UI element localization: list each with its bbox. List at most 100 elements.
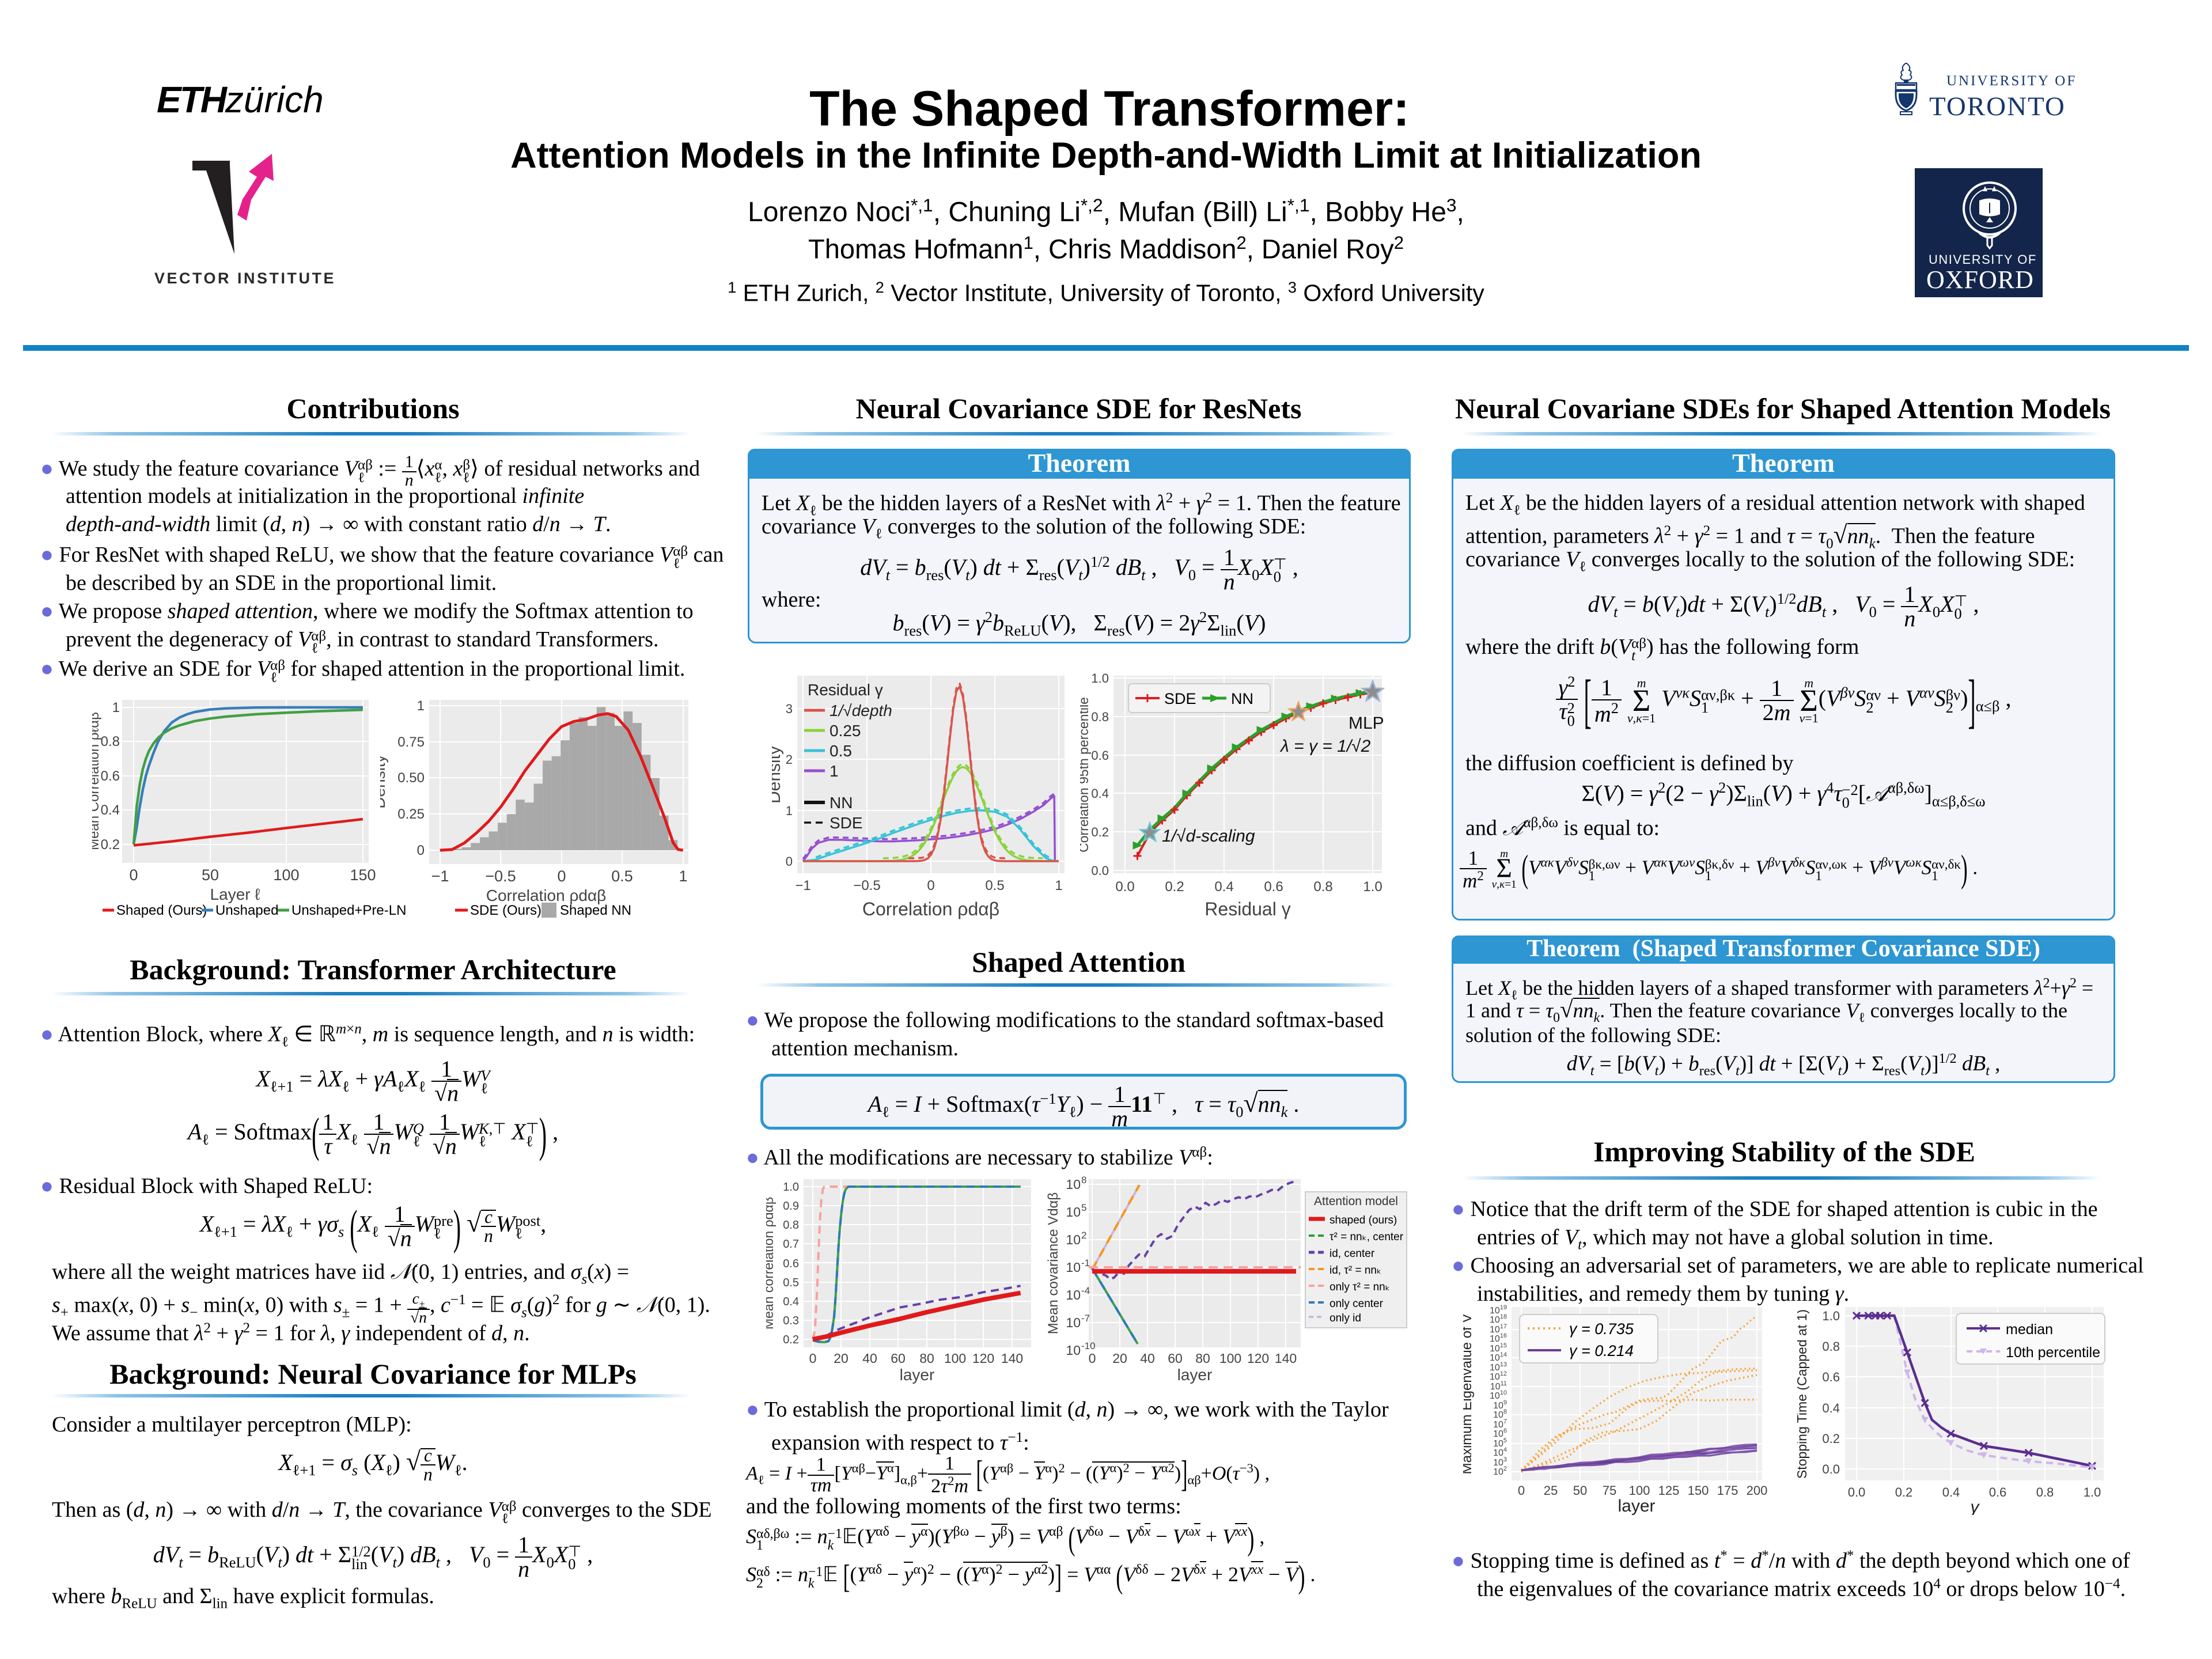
svg-text:γ = 0.735: γ = 0.735 xyxy=(1569,1320,1634,1338)
svg-text:75: 75 xyxy=(1603,1483,1616,1498)
svg-text:80: 80 xyxy=(1195,1351,1210,1366)
svg-text:NN: NN xyxy=(1231,690,1253,707)
svg-text:1: 1 xyxy=(679,868,687,885)
svg-text:λ = γ = 1/√2: λ = γ = 1/√2 xyxy=(1279,737,1371,756)
svg-text:40: 40 xyxy=(1140,1351,1155,1366)
svg-text:MLP: MLP xyxy=(1349,714,1384,733)
svg-text:NN: NN xyxy=(830,794,853,812)
svg-text:0.4: 0.4 xyxy=(783,1296,799,1308)
svg-text:100: 100 xyxy=(273,866,299,884)
svg-text:2: 2 xyxy=(1081,1230,1086,1241)
svg-text:0: 0 xyxy=(1089,1351,1096,1366)
svg-text:10: 10 xyxy=(1066,1315,1081,1330)
svg-text:125: 125 xyxy=(1658,1483,1680,1498)
svg-text:−0.5: −0.5 xyxy=(485,868,516,885)
svg-text:0.0: 0.0 xyxy=(1848,1485,1866,1499)
svg-text:50: 50 xyxy=(202,866,219,884)
svg-text:SDE: SDE xyxy=(830,814,863,832)
svg-text:0.0: 0.0 xyxy=(1115,879,1134,895)
svg-text:0.2: 0.2 xyxy=(1822,1431,1840,1446)
svg-text:Residual γ: Residual γ xyxy=(1205,899,1290,919)
svg-text:0.4: 0.4 xyxy=(1091,786,1109,801)
svg-text:0.8: 0.8 xyxy=(1091,710,1109,724)
svg-text:Density: Density xyxy=(772,746,784,804)
svg-text:0.50: 0.50 xyxy=(397,770,425,786)
svg-text:Correlation ρdαβ: Correlation ρdαβ xyxy=(862,899,999,919)
svg-text:0: 0 xyxy=(1518,1483,1525,1498)
svg-text:1.0: 1.0 xyxy=(783,1181,799,1194)
svg-text:UNIVERSITY OF: UNIVERSITY OF xyxy=(1946,73,2077,89)
svg-text:40: 40 xyxy=(862,1351,877,1366)
svg-text:1.0: 1.0 xyxy=(1091,671,1109,685)
svg-text:γ: γ xyxy=(1971,1498,1980,1515)
svg-text:0.6: 0.6 xyxy=(1264,879,1283,895)
svg-text:0.75: 0.75 xyxy=(397,734,425,750)
svg-text:SDE: SDE xyxy=(1164,690,1196,707)
svg-text:0.5: 0.5 xyxy=(783,1277,799,1289)
svg-text:Mean correlation ρdαβ: Mean correlation ρdαβ xyxy=(766,1197,776,1330)
svg-text:OXFORD: OXFORD xyxy=(1926,266,2034,294)
svg-text:−0.5: −0.5 xyxy=(853,878,880,893)
svg-text:0.9: 0.9 xyxy=(783,1200,799,1213)
svg-text:0.4: 0.4 xyxy=(1214,879,1233,895)
svg-text:10: 10 xyxy=(1066,1177,1081,1192)
svg-text:0: 0 xyxy=(557,868,566,885)
svg-text:120: 120 xyxy=(1247,1351,1269,1366)
svg-text:0.2: 0.2 xyxy=(1895,1485,1913,1499)
svg-text:50: 50 xyxy=(1573,1483,1587,1498)
svg-text:100: 100 xyxy=(944,1351,966,1366)
svg-text:175: 175 xyxy=(1717,1483,1738,1498)
svg-text:10th percentile: 10th percentile xyxy=(2006,1344,2100,1361)
svg-text:0.6: 0.6 xyxy=(1822,1370,1840,1384)
svg-text:60: 60 xyxy=(1168,1351,1183,1366)
svg-text:25: 25 xyxy=(1544,1483,1558,1498)
svg-text:1/√d-scaling: 1/√d-scaling xyxy=(1162,827,1255,846)
svg-text:Shaped (Ours): Shaped (Ours) xyxy=(116,903,207,918)
svg-text:0: 0 xyxy=(809,1351,817,1366)
svg-text:1.0: 1.0 xyxy=(1822,1309,1840,1323)
svg-text:0.7: 0.7 xyxy=(783,1238,799,1251)
svg-text:0.5: 0.5 xyxy=(985,878,1004,893)
svg-text:20: 20 xyxy=(834,1351,849,1366)
svg-text:Stopping Time (Capped at 1): Stopping Time (Capped at 1) xyxy=(1797,1309,1809,1479)
svg-text:0.8: 0.8 xyxy=(1313,879,1332,895)
svg-text:0.4: 0.4 xyxy=(101,802,120,818)
svg-text:10: 10 xyxy=(1066,1205,1081,1219)
svg-text:60: 60 xyxy=(891,1351,906,1366)
svg-text:median: median xyxy=(2006,1321,2053,1338)
svg-text:8: 8 xyxy=(1081,1175,1086,1185)
svg-text:0: 0 xyxy=(417,843,425,858)
svg-text:3: 3 xyxy=(786,702,793,716)
svg-text:2: 2 xyxy=(786,752,793,767)
svg-text:layer: layer xyxy=(1177,1366,1213,1384)
svg-text:0.25: 0.25 xyxy=(830,722,861,740)
svg-text:−1: −1 xyxy=(795,878,810,893)
svg-text:0: 0 xyxy=(927,878,934,893)
svg-text:γ = 0.214: γ = 0.214 xyxy=(1569,1342,1634,1359)
svg-text:-7: -7 xyxy=(1081,1313,1090,1324)
svg-text:only τ² = nnₖ: only τ² = nnₖ xyxy=(1330,1281,1390,1293)
svg-text:Correlation 95th percentile: Correlation 95th percentile xyxy=(1080,697,1091,853)
svg-text:Unshaped+Pre-LN: Unshaped+Pre-LN xyxy=(291,903,406,918)
svg-text:1.0: 1.0 xyxy=(1363,879,1382,895)
svg-text:0.8: 0.8 xyxy=(101,734,120,749)
svg-text:0.8: 0.8 xyxy=(783,1219,799,1232)
svg-text:100: 100 xyxy=(1629,1483,1650,1498)
svg-text:0.6: 0.6 xyxy=(1989,1485,2007,1499)
svg-text:10: 10 xyxy=(1066,1287,1081,1302)
svg-text:1: 1 xyxy=(417,698,425,714)
svg-text:UNIVERSITY OF: UNIVERSITY OF xyxy=(1929,252,2037,267)
svg-text:id, τ² = nnₖ: id, τ² = nnₖ xyxy=(1330,1264,1381,1277)
svg-text:0.2: 0.2 xyxy=(1091,825,1109,839)
svg-text:shaped (ours): shaped (ours) xyxy=(1330,1214,1397,1226)
svg-text:0.6: 0.6 xyxy=(1091,748,1109,763)
svg-text:10: 10 xyxy=(1066,1343,1081,1358)
svg-text:1: 1 xyxy=(830,762,839,780)
svg-text:10: 10 xyxy=(1066,1260,1081,1275)
svg-text:200: 200 xyxy=(1747,1483,1768,1498)
svg-text:layer: layer xyxy=(900,1366,935,1384)
svg-text:0.0: 0.0 xyxy=(1822,1462,1840,1476)
svg-text:20: 20 xyxy=(1112,1351,1127,1366)
svg-text:1: 1 xyxy=(112,700,120,715)
svg-text:−1: −1 xyxy=(431,868,449,885)
